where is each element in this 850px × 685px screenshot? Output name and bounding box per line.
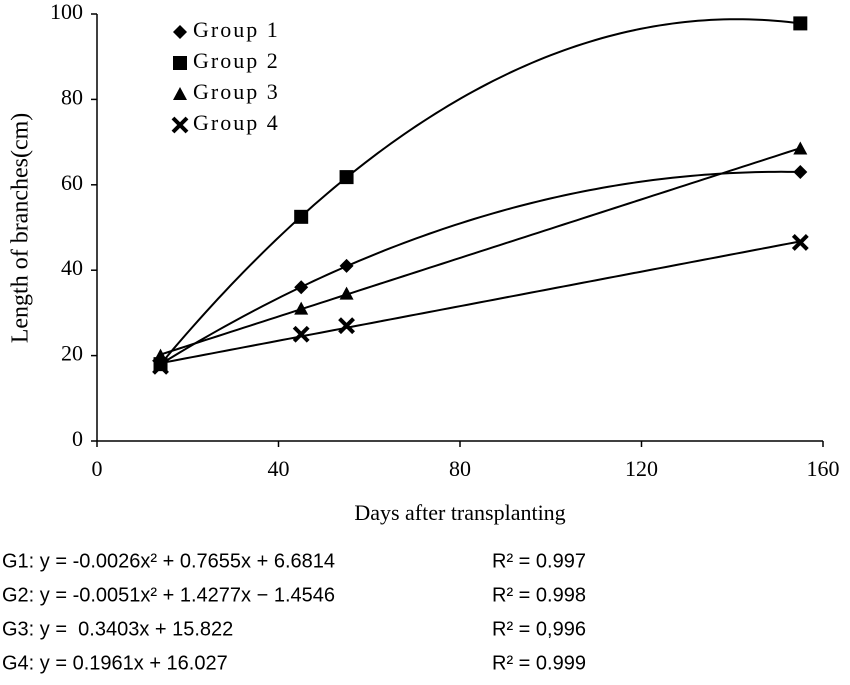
- marker: [338, 317, 355, 335]
- trendline: [160, 170, 801, 366]
- marker: [294, 209, 309, 224]
- x-tick-label: 80: [449, 456, 471, 481]
- legend-marker: [171, 116, 189, 134]
- legend-marker: [173, 56, 187, 70]
- y-tick-label: 0: [72, 426, 83, 451]
- x-axis-title: Days after transplanting: [354, 500, 565, 525]
- marker: [339, 170, 354, 185]
- marker: [793, 141, 808, 155]
- y-tick-label: 20: [61, 341, 83, 366]
- legend-label: Group 1: [193, 17, 280, 42]
- marker: [294, 280, 309, 295]
- equation: G2: y = -0.0051x² + 1.4277x − 1.4546: [2, 584, 335, 606]
- x-tick-label: 160: [807, 456, 840, 481]
- marker: [339, 286, 354, 300]
- r-squared: R² = 0.997: [492, 550, 586, 572]
- marker: [791, 234, 809, 251]
- y-tick-label: 60: [61, 170, 83, 195]
- trendline: [159, 18, 801, 365]
- legend-label: Group 3: [193, 79, 280, 104]
- x-tick-label: 120: [625, 456, 658, 481]
- marker: [793, 16, 808, 31]
- x-tick-label: 0: [92, 456, 103, 481]
- marker: [152, 357, 169, 375]
- r-squared: R² = 0,996: [492, 618, 586, 640]
- y-tick-label: 80: [61, 84, 83, 109]
- legend-label: Group 2: [193, 48, 280, 73]
- r-squared: R² = 0.998: [492, 584, 586, 606]
- marker: [793, 164, 808, 179]
- marker: [294, 301, 309, 315]
- x-tick-label: 40: [268, 456, 290, 481]
- equation: G3: y = 0.3403x + 15.822: [2, 618, 233, 640]
- legend-marker: [173, 87, 187, 100]
- marker: [153, 348, 168, 362]
- equation: G4: y = 0.1961x + 16.027: [2, 652, 228, 674]
- equation: G1: y = -0.0026x² + 0.7655x + 6.6814: [2, 550, 335, 572]
- marker: [339, 258, 354, 273]
- trendline: [160, 240, 801, 365]
- legend-marker: [173, 25, 187, 39]
- legend-label: Group 4: [193, 110, 280, 135]
- y-tick-label: 40: [61, 255, 83, 280]
- marker: [292, 325, 310, 343]
- y-axis-title: Length of branches(cm): [8, 113, 34, 344]
- y-tick-label: 100: [50, 0, 83, 24]
- trendline: [160, 147, 801, 356]
- r-squared: R² = 0.999: [492, 652, 586, 674]
